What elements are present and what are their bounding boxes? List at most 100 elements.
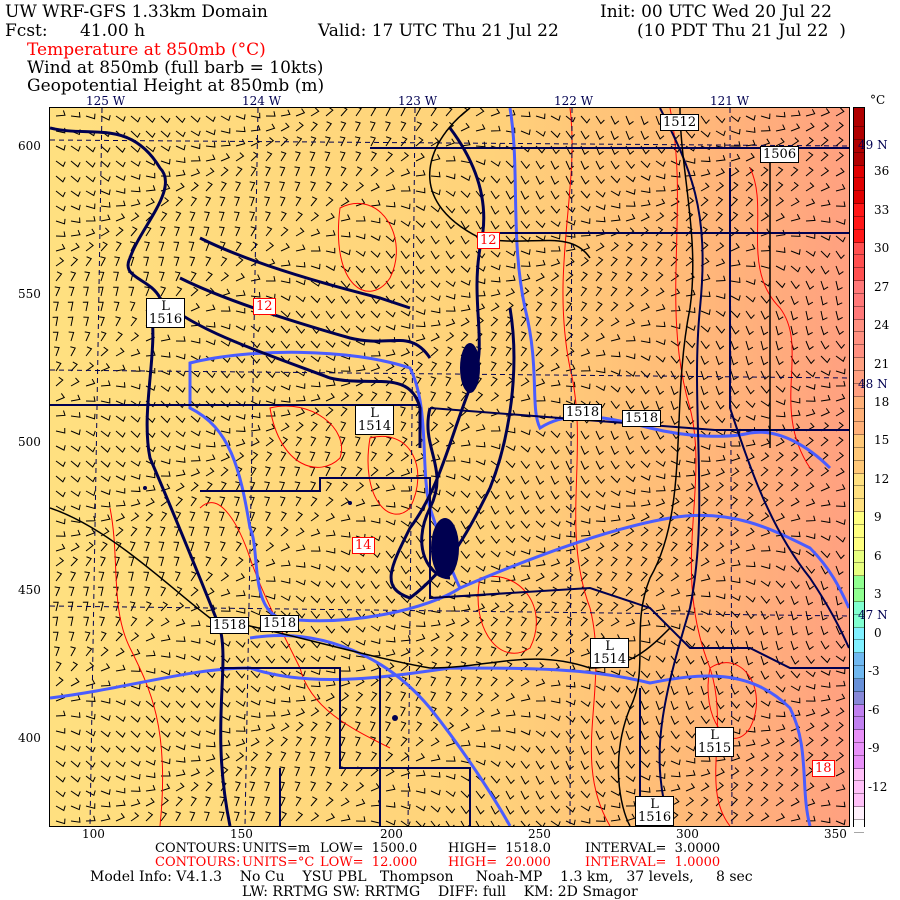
wind-barb — [520, 745, 531, 753]
wind-barb — [100, 346, 109, 357]
wind-barb — [355, 295, 365, 305]
wind-barb — [805, 109, 816, 117]
wind-barb — [520, 490, 530, 500]
colorbar-cell — [854, 589, 864, 602]
wind-barb — [475, 707, 485, 717]
wind-barb — [745, 385, 755, 395]
wind-barb — [670, 700, 679, 711]
wind-barb — [82, 601, 89, 612]
wind-barb — [775, 813, 786, 822]
wind-barb — [400, 676, 408, 687]
colorbar-cell — [854, 768, 864, 782]
wind-barb — [745, 726, 756, 733]
wind-barb — [820, 108, 831, 117]
wind-barb — [670, 730, 680, 740]
wind-barb — [745, 439, 756, 447]
wind-barb — [715, 454, 726, 462]
wind-barb — [370, 466, 379, 477]
wind-barb — [280, 136, 289, 147]
wind-barb — [805, 482, 815, 492]
wind-barb — [370, 217, 381, 224]
wind-barb — [430, 137, 440, 147]
wind-barb — [220, 140, 231, 147]
wind-barb — [385, 706, 391, 717]
wind-barb — [385, 250, 396, 259]
wind-barb — [835, 565, 844, 576]
wind-barb — [145, 497, 155, 507]
wind-barb — [670, 784, 681, 792]
wind-barb — [204, 541, 210, 552]
wind-barb — [775, 411, 786, 418]
colorbar-cell — [854, 281, 864, 294]
wind-barb — [550, 520, 561, 527]
wind-barb — [790, 640, 799, 651]
wind-barb — [400, 580, 410, 590]
wind-barb — [535, 175, 545, 185]
wind-barb — [295, 721, 304, 732]
wind-barb — [565, 331, 574, 342]
wind-barb — [430, 607, 441, 614]
wind-barb — [250, 340, 261, 349]
wind-barb — [460, 220, 470, 230]
wind-barb — [84, 631, 91, 642]
wind-barb — [130, 760, 141, 767]
wind-barb — [279, 496, 286, 507]
wind-barb — [430, 121, 439, 132]
wind-barb — [85, 362, 95, 372]
wind-barb — [685, 797, 695, 807]
wind-barb — [790, 325, 798, 336]
wind-barb — [430, 421, 439, 432]
wind-barb — [55, 557, 65, 567]
wind-barb — [685, 325, 696, 332]
wind-barb — [190, 700, 201, 709]
wind-barb — [115, 430, 126, 438]
wind-barb — [505, 760, 516, 769]
wind-barb — [280, 736, 288, 747]
wind-barb — [625, 115, 634, 126]
wind-barb — [535, 505, 545, 515]
wind-barb — [54, 646, 60, 657]
wind-barb — [730, 543, 740, 552]
wind-barb — [280, 226, 289, 237]
wind-barb — [220, 606, 231, 612]
wind-barb — [430, 189, 441, 196]
wind-barb — [655, 355, 666, 363]
wind-barb — [55, 518, 66, 525]
wind-barb — [385, 310, 396, 318]
wind-barb — [370, 250, 381, 258]
wind-barb — [279, 481, 286, 492]
wind-barb — [355, 151, 362, 162]
wind-barb — [565, 244, 576, 252]
wind-barb — [595, 256, 604, 267]
wind-barb — [550, 505, 561, 514]
wind-barb — [265, 811, 271, 822]
wind-barb — [445, 376, 452, 387]
wind-barb — [339, 736, 346, 747]
wind-barb — [820, 122, 830, 132]
wind-barb — [790, 625, 798, 636]
wind-barb — [700, 274, 711, 282]
wind-barb — [235, 608, 246, 614]
wind-barb — [415, 647, 425, 657]
wind-barb — [775, 451, 784, 462]
wind-barb — [145, 526, 152, 537]
wind-barb — [745, 811, 754, 822]
wind-barb — [205, 196, 212, 207]
wind-barb — [610, 271, 618, 282]
wind-barb — [475, 790, 486, 799]
wind-barb — [370, 736, 377, 747]
wind-barb — [355, 451, 362, 462]
wind-barb — [70, 256, 79, 267]
wind-barb — [128, 586, 135, 597]
wind-barb — [294, 781, 301, 792]
wind-barb — [535, 745, 546, 754]
wind-barb — [100, 415, 111, 421]
wind-barb — [113, 301, 120, 312]
wind-barb — [565, 364, 576, 372]
colorbar-cell — [854, 460, 864, 474]
wind-barb — [700, 625, 711, 633]
wind-barb — [130, 499, 141, 507]
wind-barb — [385, 121, 391, 132]
wind-barb — [340, 366, 351, 372]
wind-barb — [625, 353, 636, 360]
